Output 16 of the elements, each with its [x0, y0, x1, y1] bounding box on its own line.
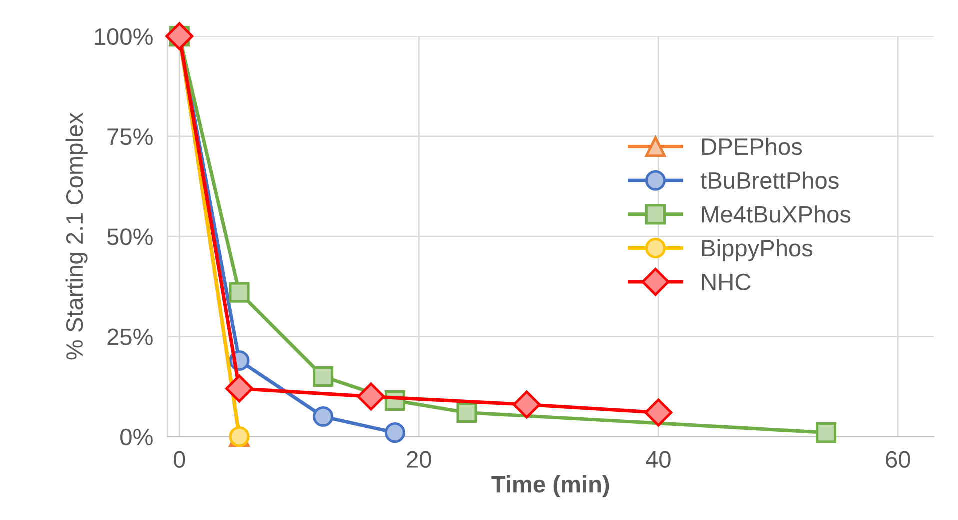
x-tick-label: 0	[174, 451, 186, 468]
x-tick-label: 40	[646, 451, 671, 468]
y-tick-label: 0%	[120, 428, 153, 446]
x-tick-label: 60	[886, 451, 910, 468]
y-tick-label: 75%	[108, 128, 153, 146]
legend-label: BippyPhos	[702, 239, 813, 262]
y-axis-title: % Starting 2.1 Complex	[66, 112, 88, 360]
y-tick-label: 100%	[95, 28, 153, 46]
x-axis-title: Time (min)	[492, 475, 610, 498]
y-tick-label: 50%	[107, 228, 153, 246]
y-tick-label: 25%	[108, 328, 153, 346]
legend-label: NHC	[702, 274, 751, 291]
legend-label: DPEPhos	[702, 138, 802, 156]
legend-label: Me4tBuXPhos	[702, 206, 851, 223]
x-tick-label: 20	[407, 451, 432, 468]
legend-label: tBuBrettPhos	[700, 172, 839, 190]
